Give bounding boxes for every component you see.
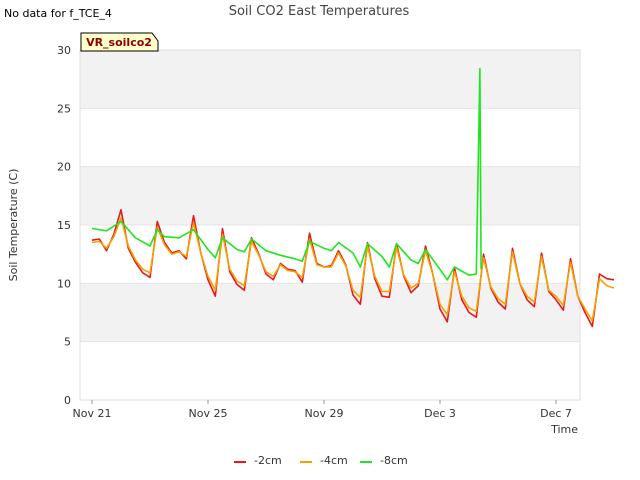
no-data-note: No data for f_TCE_4 (4, 7, 112, 20)
x-tick-label: Nov 25 (189, 407, 228, 420)
y-axis-ticks: 0 5 10 15 20 25 30 (57, 44, 71, 407)
legend-label: -4cm (320, 454, 348, 467)
y-tick-label: 30 (57, 44, 71, 57)
background-bands (80, 50, 580, 342)
background-band (80, 50, 580, 109)
legend: -2cm -4cm -8cm (234, 454, 408, 467)
x-tick-label: Dec 3 (424, 407, 456, 420)
y-tick-label: 15 (57, 219, 71, 232)
legend-label: -2cm (254, 454, 282, 467)
vr-badge: VR_soilco2 (80, 32, 159, 52)
series-line-4cm (91, 217, 615, 322)
x-tick-label: Dec 7 (540, 407, 572, 420)
series-line-2cm (91, 209, 615, 328)
legend-label: -8cm (380, 454, 408, 467)
x-axis-label: Time (550, 423, 578, 436)
y-tick-label: 5 (64, 336, 71, 349)
background-band (80, 166, 580, 225)
badge-label: VR_soilco2 (86, 36, 152, 49)
y-tick-label: 0 (64, 394, 71, 407)
y-tick-label: 25 (57, 102, 71, 115)
chart-title: Soil CO2 East Temperatures (229, 4, 410, 19)
y-tick-label: 10 (57, 277, 71, 290)
series-lines (91, 67, 615, 328)
y-tick-label: 20 (57, 161, 71, 174)
y-axis-label: Soil Temperature (C) (7, 169, 20, 282)
x-axis-ticks: Nov 21 Nov 25 Nov 29 Dec 3 Dec 7 (73, 400, 572, 420)
x-tick-label: Nov 29 (305, 407, 344, 420)
series-line-8cm (91, 67, 482, 281)
x-tick-label: Nov 21 (73, 407, 112, 420)
plot-frame (79, 49, 581, 401)
background-band (80, 283, 580, 342)
